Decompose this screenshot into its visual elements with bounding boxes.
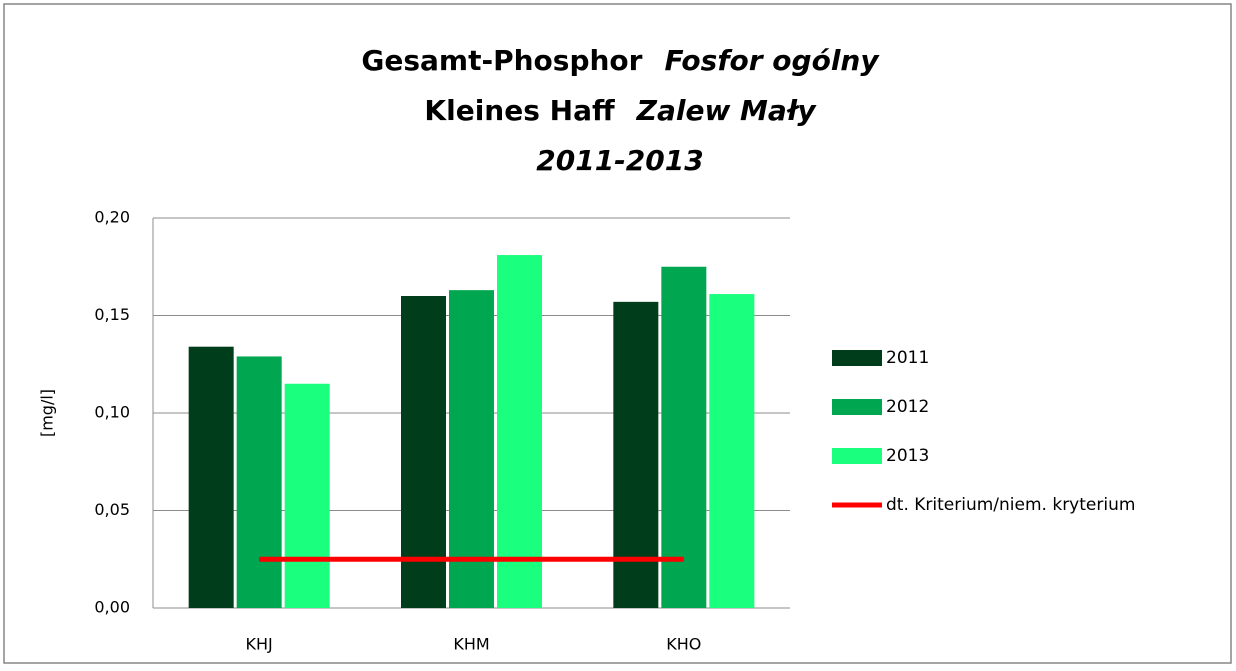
legend-label: 2011 (886, 348, 929, 368)
y-tick-label: 0,10 (94, 403, 130, 422)
legend-label: 2013 (886, 446, 929, 466)
legend-swatch (832, 350, 882, 366)
y-tick-label: 0,20 (94, 208, 130, 227)
x-tick-label: KHM (453, 635, 489, 654)
title-part: Gesamt-Phosphor (361, 44, 642, 77)
chart-title: 2011-2013 (536, 144, 703, 177)
legend-swatch (832, 399, 882, 415)
x-tick-label: KHO (666, 635, 701, 654)
bar (709, 294, 755, 608)
bar (401, 296, 446, 608)
legend-swatch (832, 448, 882, 464)
y-tick-label: 0,00 (94, 598, 130, 617)
chart-title: Gesamt-Phosphor Fosfor ogólny (361, 44, 880, 77)
bar (236, 356, 282, 608)
legend-label: 2012 (886, 397, 929, 417)
bar (188, 346, 234, 608)
bar (661, 266, 707, 608)
y-axis-label: [mg/l] (38, 389, 57, 437)
title-part: Kleines Haff (424, 94, 615, 127)
chart-title: Kleines Haff Zalew Mały (424, 94, 817, 127)
bar (613, 301, 659, 608)
title-part: 2011-2013 (536, 144, 703, 177)
bar (497, 255, 542, 609)
title-part: Zalew Mały (636, 94, 818, 127)
x-tick-label: KHJ (246, 635, 273, 654)
legend-label: dt. Kriterium/niem. kryterium (886, 495, 1135, 515)
bar (449, 290, 494, 608)
bar (284, 383, 330, 608)
y-tick-label: 0,05 (94, 500, 130, 519)
y-tick-label: 0,15 (94, 305, 130, 324)
title-part: Fosfor ogólny (664, 44, 880, 77)
